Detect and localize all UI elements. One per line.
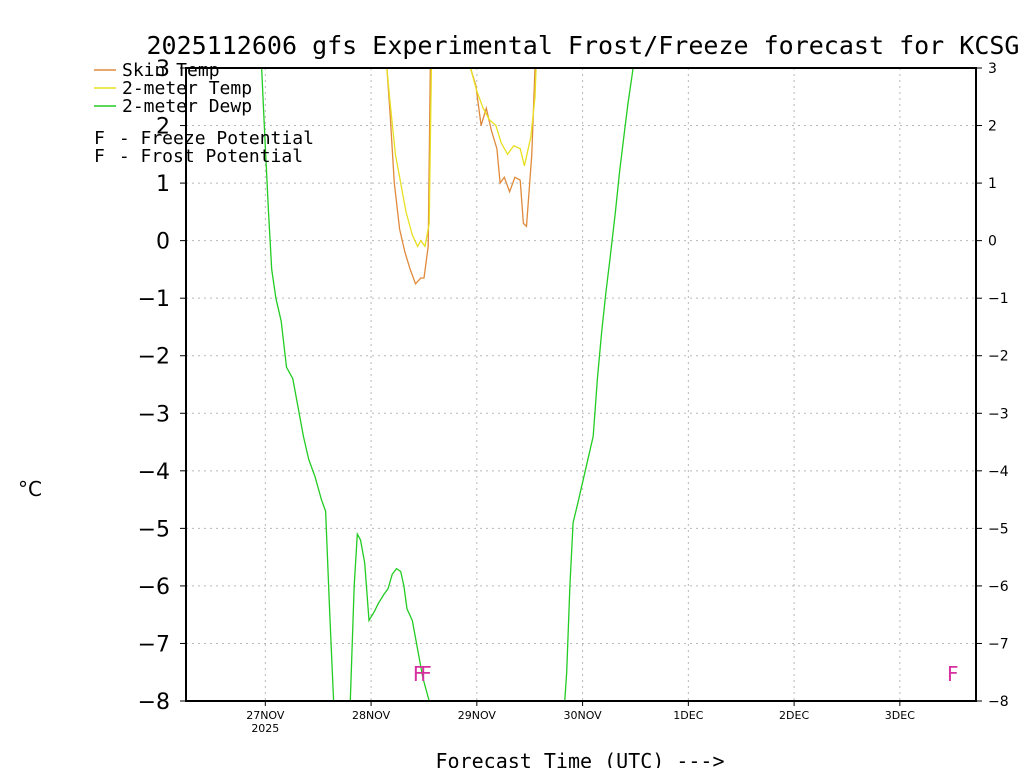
y-tick-label-left: −3 [138,402,170,427]
series-lines [260,68,634,701]
y-tick-label-right: −3 [988,406,1009,422]
y-tick-label-left: −8 [138,690,170,715]
legend-label-2m-temp: 2-meter Temp [122,78,252,99]
y-tick-label-right: −8 [988,694,1009,710]
legend: Skin Temp 2-meter Temp 2-meter Dewp F - … [94,60,314,167]
freeze-potential-marker: F [413,662,425,686]
series-line-2-meter-dewp [260,68,634,701]
y-tick-label-left: 0 [156,230,170,255]
legend-label-skin-temp: Skin Temp [122,60,220,81]
legend-frost-label: - Frost Potential [108,146,303,167]
y-axis: −8 −8 −7 −7 −6 −6 −5 −5 −4 −4 −3 −3 −2 −2 −1 −1 0 0 1 1 2 2 3 3 [138,57,1009,715]
y-tick-label-left: 3 [156,57,170,82]
y-tick-label-left: −6 [138,575,170,600]
freeze-potential-marker: F [420,662,432,686]
y-tick-label-right: −1 [988,291,1009,307]
x-tick-label: 27NOV [246,709,285,722]
y-tick-label-left: 1 [156,172,170,197]
y-tick-label-right: −6 [988,579,1009,595]
legend-label-2m-dewp: 2-meter Dewp [122,96,252,117]
x-tick-label: 3DEC [885,709,915,722]
x-tick-label: 2DEC [779,709,809,722]
y-tick-label-left: 2 [156,115,170,140]
y-tick-label-right: 1 [988,176,997,192]
y-tick-label-right: 2 [988,119,997,135]
potential-markers: FF F [413,662,959,686]
plot-frame [185,67,977,702]
x-axis-title: Forecast Time (UTC) ---> [436,749,725,768]
y-tick-label-right: 0 [988,234,997,250]
series-line-skin-temp [319,68,536,286]
chart-title: 2025112606 gfs Experimental Frost/Freeze… [147,31,1020,60]
y-tick-label-left: −5 [138,517,170,542]
x-tick-label: 1DEC [673,709,703,722]
legend-frost-symbol: F [94,146,105,167]
y-tick-label-right: −2 [988,349,1009,365]
x-tick-label: 29NOV [458,709,497,722]
y-tick-label-right: −5 [988,521,1009,537]
legend-freeze-symbol: F [94,128,105,149]
y-tick-label-right: −7 [988,636,1009,652]
series-line-2-meter-temp [386,68,537,249]
legend-freeze-label: - Freeze Potential [108,128,314,149]
y-tick-label-left: −2 [138,345,170,370]
y-tick-label-left: −4 [138,460,170,485]
x-tick-label: 30NOV [563,709,602,722]
freeze-potential-marker: F [947,662,959,686]
y-tick-label-left: −7 [138,632,170,657]
y-tick-label-left: −1 [138,287,170,312]
x-tick-label: 28NOV [352,709,391,722]
y-axis-unit-label: °C [18,477,42,501]
y-tick-label-right: 3 [988,61,997,77]
y-tick-label-right: −4 [988,464,1009,480]
x-tick-sublabel: 2025 [251,722,279,735]
